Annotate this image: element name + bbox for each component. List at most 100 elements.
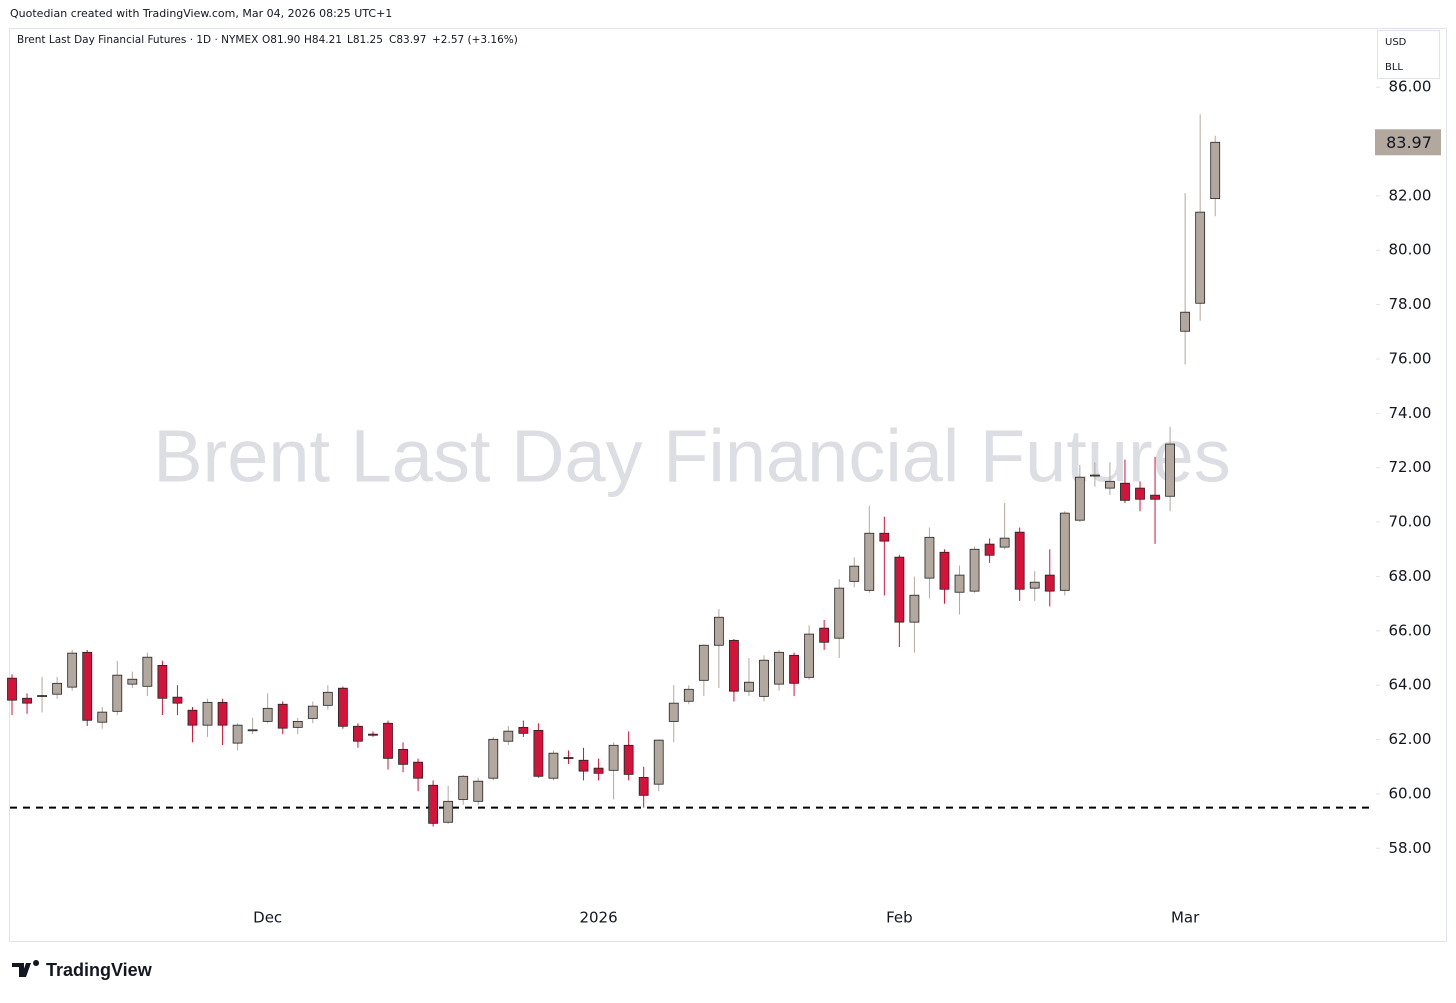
candle-body [67, 652, 78, 688]
candle-body [999, 537, 1010, 548]
candle-body [1074, 476, 1085, 521]
candle-body [924, 536, 935, 579]
candle-body [653, 739, 664, 785]
x-tick-label: Dec [253, 909, 282, 927]
candle-body [337, 687, 348, 727]
candle-body [774, 651, 784, 685]
candle-body [608, 744, 619, 771]
x-tick-label: 2026 [579, 909, 617, 927]
candle-body [819, 627, 830, 643]
candle-body [713, 616, 724, 646]
candle-body [503, 730, 514, 742]
candle-body [1210, 141, 1221, 199]
y-tick-label: 72.00 [1389, 458, 1432, 476]
candle-body [834, 587, 845, 639]
candle-body [683, 688, 694, 702]
legend-high: H84.21 [304, 34, 342, 46]
x-tick-label: Mar [1171, 909, 1200, 927]
legend-open: O81.90 [262, 34, 300, 46]
candle-body [262, 707, 273, 722]
candle-body [668, 702, 679, 722]
candle-body [894, 556, 905, 623]
candle-body [954, 574, 965, 593]
legend-symbol: Brent Last Day Financial Futures · 1D · … [17, 34, 258, 46]
candle-body [82, 651, 93, 721]
candle-body [277, 703, 288, 729]
unit-box [1377, 30, 1440, 79]
candle-body [112, 674, 123, 712]
candle-body [473, 780, 484, 802]
candle-body [217, 701, 228, 726]
last-price-label: 83.97 [1386, 133, 1432, 152]
candle-body [398, 748, 408, 765]
y-tick-label: 78.00 [1389, 295, 1432, 313]
legend-change: +2.57 (+3.16%) [432, 34, 518, 46]
candle-body [1029, 581, 1040, 589]
y-tick-label: 62.00 [1389, 730, 1432, 748]
candle-body [563, 757, 574, 759]
candle-body [458, 775, 469, 800]
candle-body [353, 725, 363, 742]
legend: Brent Last Day Financial Futures · 1D · … [17, 34, 518, 46]
candle-body [1089, 474, 1100, 477]
candle-body [413, 761, 423, 779]
candle-body [849, 565, 860, 582]
y-tick-label: 74.00 [1389, 404, 1432, 422]
candle-body [127, 678, 138, 685]
candle-body [292, 720, 303, 728]
candle-body [744, 681, 754, 692]
candle-body [1014, 531, 1025, 590]
legend-low: L81.25 [347, 34, 383, 46]
candle-body [443, 800, 454, 823]
y-tick-label: 66.00 [1389, 621, 1432, 639]
candle-body [879, 532, 890, 542]
candle-body [1135, 487, 1145, 500]
candle-body [37, 695, 47, 697]
candle-body [864, 532, 875, 591]
candle-body [533, 729, 544, 777]
candle-body [759, 659, 769, 697]
candle-body [729, 639, 739, 692]
y-tick-label: 70.00 [1389, 513, 1432, 531]
header: Quotedian created with TradingView.com, … [10, 7, 392, 20]
candle-body [383, 722, 393, 759]
candle-body [1195, 211, 1206, 304]
unit: BLL [1385, 62, 1403, 73]
candle-body [518, 726, 529, 734]
candle-body [593, 767, 604, 774]
footer-logo: TradingView [12, 960, 153, 980]
candle-body [698, 644, 709, 681]
y-tick-label: 68.00 [1389, 567, 1432, 585]
candle-body [1105, 480, 1115, 489]
candle-body [969, 548, 980, 592]
footer-text: TradingView [46, 960, 153, 980]
candle-body [247, 729, 258, 732]
candle-body [172, 696, 183, 704]
chart-frame [9, 28, 1447, 942]
legend-close: C83.97 [389, 34, 426, 46]
candle-body [307, 705, 318, 719]
logo-icon [12, 960, 40, 977]
candle-body [368, 733, 378, 736]
currency: USD [1385, 37, 1407, 48]
candle-body [1165, 443, 1175, 497]
candle-body [984, 543, 995, 556]
candle-body [322, 691, 333, 706]
candle-body [578, 759, 589, 772]
candle-body [428, 784, 439, 824]
candle-body [1180, 311, 1191, 332]
candle-body [22, 697, 32, 704]
candle-body [7, 677, 17, 701]
y-tick-label: 86.00 [1389, 78, 1432, 96]
candle-body [202, 701, 213, 726]
candle-body [548, 752, 559, 779]
candle-body [1120, 482, 1130, 501]
candle-body [232, 724, 243, 744]
candle-body [939, 551, 950, 590]
candle-body [1059, 512, 1070, 591]
candle-body [1044, 574, 1055, 592]
y-tick-label: 60.00 [1389, 784, 1432, 802]
candle-body [789, 654, 799, 684]
watermark: Brent Last Day Financial Futures [153, 415, 1231, 498]
